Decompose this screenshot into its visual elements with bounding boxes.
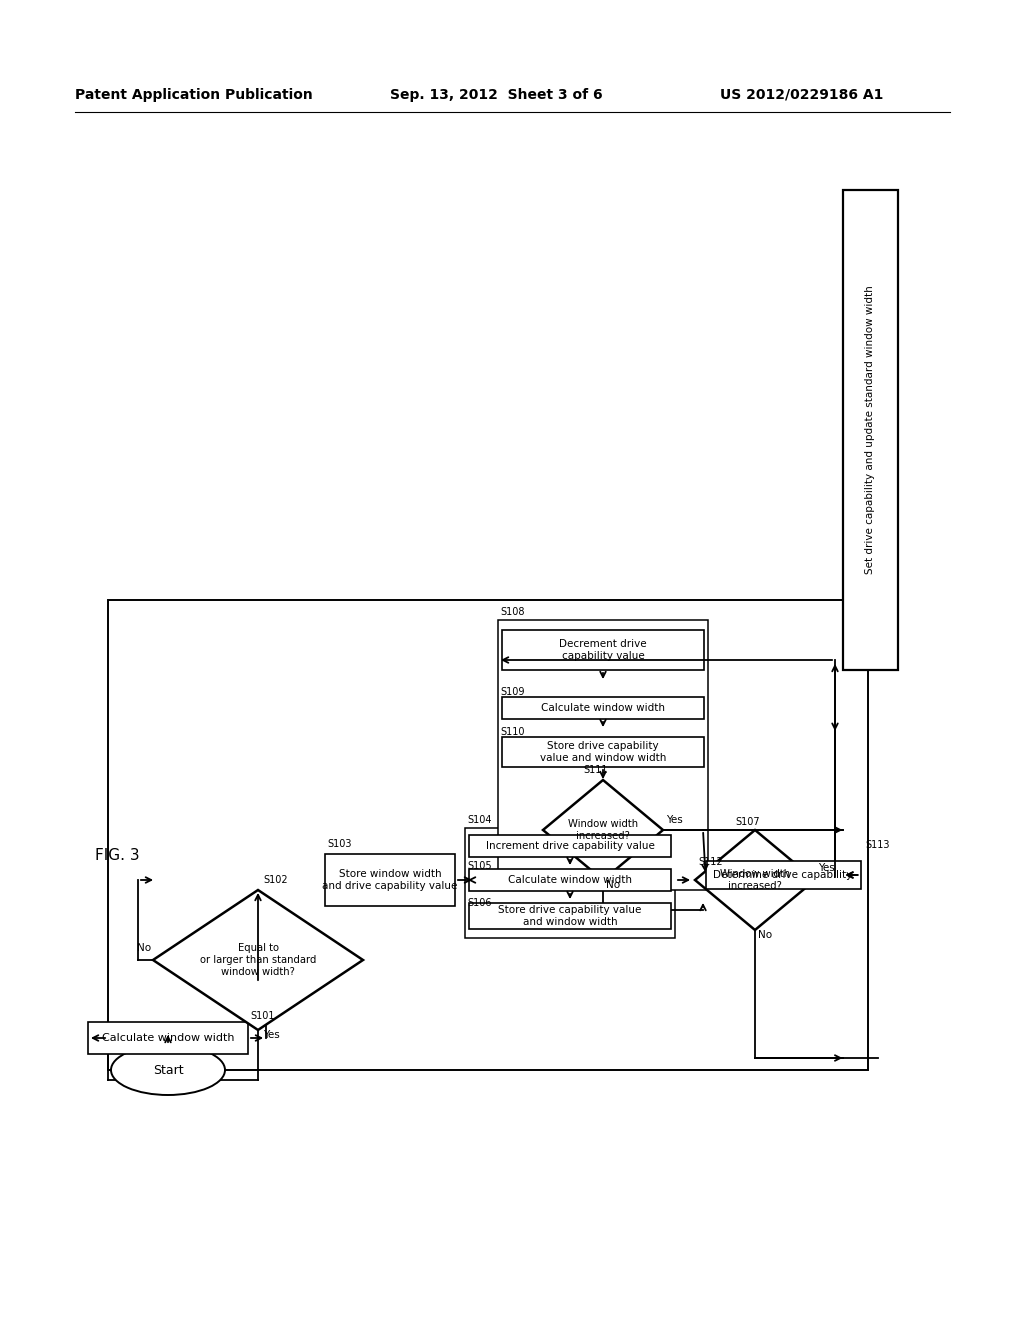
Polygon shape <box>153 890 362 1030</box>
Text: S108: S108 <box>500 607 524 616</box>
Text: Yes: Yes <box>263 1030 280 1040</box>
Bar <box>498 620 708 890</box>
Text: Yes: Yes <box>818 863 835 873</box>
Text: Window width
increased?: Window width increased? <box>568 820 638 841</box>
Bar <box>502 697 705 719</box>
Bar <box>706 861 860 888</box>
Text: Store drive capability value
and window width: Store drive capability value and window … <box>499 906 642 927</box>
Text: Calculate window width: Calculate window width <box>541 704 665 713</box>
Text: Store drive capability
value and window width: Store drive capability value and window … <box>540 742 667 763</box>
Text: S112: S112 <box>698 857 723 867</box>
Text: US 2012/0229186 A1: US 2012/0229186 A1 <box>720 88 884 102</box>
Text: Start: Start <box>153 1064 183 1077</box>
Bar <box>108 601 868 1071</box>
Text: No: No <box>758 931 772 940</box>
Text: No: No <box>606 880 621 890</box>
Polygon shape <box>695 830 815 931</box>
Text: Decrement drive
capability value: Decrement drive capability value <box>559 639 647 661</box>
Bar <box>469 903 671 929</box>
Text: Calculate window width: Calculate window width <box>508 875 632 884</box>
Bar <box>325 854 455 906</box>
Text: Patent Application Publication: Patent Application Publication <box>75 88 312 102</box>
Text: S113: S113 <box>865 840 890 850</box>
Bar <box>843 190 897 671</box>
Text: S103: S103 <box>327 840 351 849</box>
Text: Equal to
or larger than standard
window width?: Equal to or larger than standard window … <box>200 944 316 977</box>
Polygon shape <box>543 780 663 880</box>
Text: Yes: Yes <box>666 814 683 825</box>
Text: Set drive capability and update standard window width: Set drive capability and update standard… <box>865 285 874 574</box>
Text: S104: S104 <box>467 814 492 825</box>
Bar <box>469 869 671 891</box>
Bar <box>502 737 705 767</box>
Bar <box>502 630 705 671</box>
Ellipse shape <box>111 1045 225 1096</box>
Text: S107: S107 <box>735 817 760 828</box>
Text: Store window width
and drive capability value: Store window width and drive capability … <box>323 869 458 891</box>
Text: Determine drive capability: Determine drive capability <box>714 870 853 880</box>
Bar <box>88 1022 248 1053</box>
Text: S105: S105 <box>467 861 492 871</box>
Text: Sep. 13, 2012  Sheet 3 of 6: Sep. 13, 2012 Sheet 3 of 6 <box>390 88 603 102</box>
Text: S102: S102 <box>263 875 288 884</box>
Text: FIG. 3: FIG. 3 <box>95 847 139 862</box>
Bar <box>465 828 675 939</box>
Text: S110: S110 <box>500 727 524 737</box>
Text: S109: S109 <box>500 686 524 697</box>
Text: S106: S106 <box>467 898 492 908</box>
Text: Increment drive capability value: Increment drive capability value <box>485 841 654 851</box>
Text: Window width
increased?: Window width increased? <box>720 869 791 891</box>
Text: S111: S111 <box>583 766 607 775</box>
Bar <box>469 836 671 857</box>
Text: Calculate window width: Calculate window width <box>101 1034 234 1043</box>
Text: S101: S101 <box>250 1011 274 1020</box>
Text: No: No <box>137 942 151 953</box>
